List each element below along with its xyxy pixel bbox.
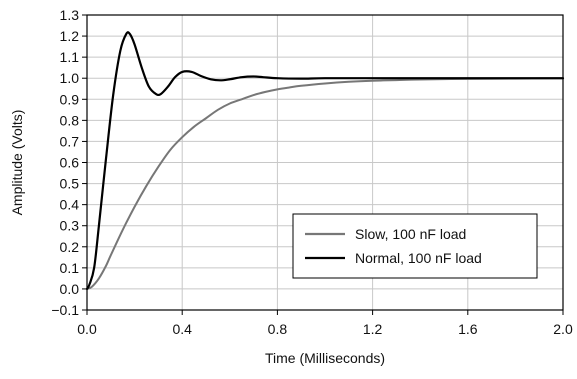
legend-label-normal: Normal, 100 nF load (355, 250, 482, 266)
y-tick-label: 1.2 (60, 28, 80, 44)
x-tick-label: 1.6 (458, 321, 478, 337)
x-tick-label: 2.0 (553, 321, 573, 337)
y-tick-label: 0.8 (60, 112, 80, 128)
y-tick-label: 1.0 (60, 70, 80, 86)
series-layer (85, 31, 565, 291)
y-tick-label: 0.3 (60, 218, 80, 234)
y-axis-label: Amplitude (Volts) (9, 110, 25, 216)
x-axis-label: Time (Milliseconds) (265, 350, 385, 366)
grid-layer (86, 14, 564, 311)
y-tick-label: 1.1 (60, 49, 80, 65)
legend-frame (292, 213, 538, 279)
y-tick-label: 0.4 (60, 197, 80, 213)
series-line-slow (86, 77, 564, 290)
x-tick-label: 0.4 (172, 321, 192, 337)
legend-label-slow: Slow, 100 nF load (355, 226, 466, 242)
y-tick-label: 0.7 (60, 133, 80, 149)
y-tick-label: 0.0 (60, 281, 80, 297)
y-tick-label: −0.1 (51, 302, 79, 318)
y-tick-label: 0.5 (60, 176, 80, 192)
x-tick-label: 1.2 (363, 321, 383, 337)
series-line-normal (85, 31, 565, 291)
y-tick-label: 0.2 (60, 239, 80, 255)
y-tick-label: 1.3 (60, 7, 80, 23)
x-tick-label: 0.0 (77, 321, 97, 337)
y-tick-label: 0.6 (60, 155, 80, 171)
x-tick-label: 0.8 (268, 321, 288, 337)
y-tick-label: 0.9 (60, 91, 80, 107)
ticks-layer: −0.1 0.0 0.1 0.2 0.3 0.4 0.5 0.6 0.7 0.8 0.9 1.0 1.1… (51, 7, 573, 337)
y-tick-label: 0.1 (60, 260, 80, 276)
legend: Slow, 100 nF load Normal, 100 nF load (292, 213, 538, 279)
